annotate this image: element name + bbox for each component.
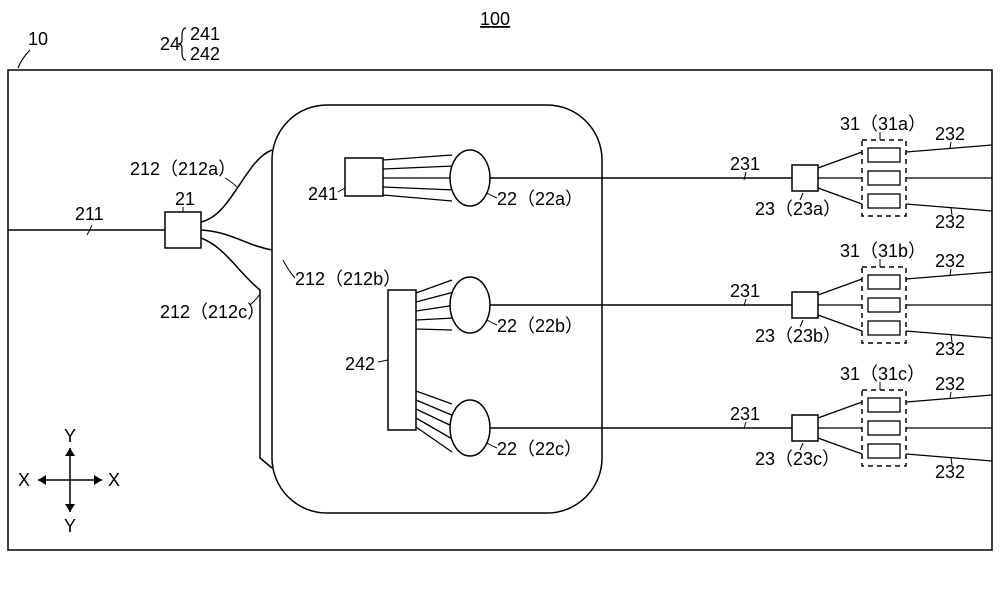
mid-c-ref: 231 — [730, 404, 760, 424]
out-a-top-ref: 232 — [935, 124, 965, 144]
fan-b1 — [416, 280, 452, 293]
lens-a-leader — [487, 193, 497, 198]
box23-c — [792, 415, 818, 441]
outfan-a1 — [818, 152, 862, 168]
splitter-ref: 21 — [175, 189, 195, 209]
box23-c-ref: 23（23c） — [755, 449, 840, 469]
outfan-b1 — [818, 279, 862, 295]
out-a-bot-ref: 232 — [935, 212, 965, 232]
mod-b-leader — [378, 360, 388, 362]
frame-ref: 10 — [28, 29, 48, 49]
box23-a — [792, 165, 818, 191]
mid-a-ref: 231 — [730, 154, 760, 174]
group24-a: 241 — [190, 24, 220, 44]
branch-c — [201, 238, 272, 468]
mod-a-box — [345, 158, 383, 196]
fan-c5 — [416, 427, 452, 452]
lens-c — [450, 400, 490, 456]
fan-a2 — [383, 166, 454, 169]
box23-b — [792, 292, 818, 318]
lens-b — [450, 277, 490, 333]
fan-b2 — [416, 292, 454, 302]
outfan-c1 — [818, 402, 862, 418]
mod-a-leader — [338, 188, 345, 192]
fan-c4 — [416, 418, 454, 440]
axis-y-top: Y — [64, 426, 76, 446]
fan-a4 — [383, 187, 454, 190]
group24-label: 24 — [160, 34, 180, 54]
group24-b: 242 — [190, 44, 220, 64]
box23-a-ref: 23（23a） — [755, 199, 841, 219]
out-b-top-ref: 232 — [935, 251, 965, 271]
lens-c-leader — [487, 443, 497, 448]
out-b-bot-ref: 232 — [935, 339, 965, 359]
out-a3 — [906, 204, 992, 211]
mid-b-ref: 231 — [730, 281, 760, 301]
lens-b-ref: 22（22b） — [497, 316, 583, 336]
mod-b-box — [388, 290, 416, 430]
out-c-bot-ref: 232 — [935, 462, 965, 482]
branch-a-ref: 212（212a） — [130, 159, 236, 179]
branch-b — [201, 230, 272, 250]
out-c1 — [906, 395, 992, 402]
device-c-ref: 31（31c） — [840, 364, 925, 384]
out-b3 — [906, 331, 992, 338]
branch-a-leader — [225, 178, 238, 188]
fan-a1 — [383, 155, 452, 160]
axes-indicator: X X Y Y — [18, 426, 120, 536]
box23-b-ref: 23（23b） — [755, 326, 841, 346]
axis-x-right: X — [108, 470, 120, 490]
lens-c-ref: 22（22c） — [497, 439, 582, 459]
lens-b-leader — [487, 320, 497, 325]
branch-b-ref: 212（212b） — [295, 269, 401, 289]
device-a-ref: 31（31a） — [840, 114, 926, 134]
lens-a-ref: 22（22a） — [497, 189, 583, 209]
out-c-top-ref: 232 — [935, 374, 965, 394]
branch-b-leader — [283, 260, 295, 278]
axis-y-bot: Y — [64, 516, 76, 536]
out-c3 — [906, 454, 992, 461]
mod-b-ref: 242 — [345, 354, 375, 374]
out-a1 — [906, 145, 992, 152]
mod-a-ref: 241 — [308, 184, 338, 204]
lens-a — [450, 150, 490, 206]
branch-c-ref: 212（212c） — [160, 302, 265, 322]
frame — [8, 70, 992, 550]
frame-ref-leader — [18, 50, 30, 68]
out-b1 — [906, 272, 992, 279]
device-b-ref: 31（31b） — [840, 241, 926, 261]
fan-b5 — [416, 329, 452, 330]
axis-x-left: X — [18, 470, 30, 490]
splitter-box — [165, 212, 201, 248]
fig-number: 100 — [480, 9, 510, 29]
fan-a5 — [383, 195, 452, 201]
fan-b4 — [416, 318, 454, 320]
input-ref: 211 — [75, 204, 104, 224]
group24-brace — [178, 28, 186, 60]
